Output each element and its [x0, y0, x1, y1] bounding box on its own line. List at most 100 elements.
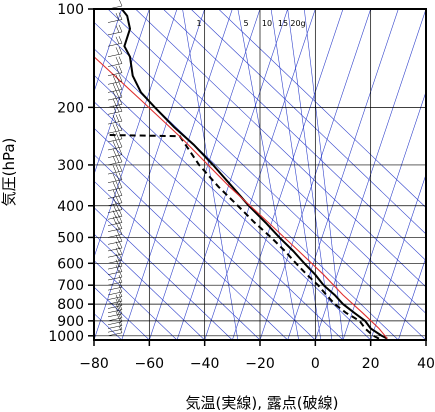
wind-barb	[107, 36, 123, 47]
wind-barb	[107, 221, 123, 232]
wind-barb-flag	[118, 221, 123, 229]
wind-barb	[107, 302, 123, 313]
wind-barb-flag	[112, 203, 117, 211]
wind-barb-flag	[118, 46, 123, 54]
wind-barb	[107, 202, 123, 213]
wind-barb	[107, 289, 123, 300]
wind-barb-staff	[107, 260, 123, 264]
wind-barb-staff	[107, 241, 123, 245]
wind-barb-flag	[115, 155, 120, 163]
wind-barb-staff	[107, 130, 123, 134]
mixing-ratio-label: 10	[262, 19, 272, 28]
wind-barb	[107, 24, 123, 36]
wind-barb	[107, 46, 123, 57]
wind-barb-flag	[112, 165, 117, 173]
wind-barb-flag	[118, 306, 123, 314]
dry-adiabat-line	[94, 233, 205, 340]
wind-barb-flag	[112, 196, 117, 205]
isotherm-line	[425, 339, 426, 340]
y-tick-label: 400	[57, 199, 84, 215]
wind-barb-flag	[115, 299, 120, 307]
isotherm-line	[94, 9, 178, 259]
temperature-line	[120, 9, 388, 340]
wind-barb-staff	[107, 313, 123, 318]
wind-barb	[107, 227, 123, 238]
dry-adiabat-line	[94, 260, 178, 340]
wind-barb-staff	[107, 281, 123, 286]
wind-barb-flag	[115, 90, 120, 98]
dry-adiabat-line	[162, 9, 426, 261]
wind-barb-staff	[107, 291, 123, 296]
wind-barb-flag	[118, 275, 123, 283]
wind-barb-staff	[107, 104, 123, 108]
wind-barb-staff	[107, 161, 123, 166]
mixing-ratio-label: 5	[243, 19, 248, 28]
wind-barb	[107, 294, 123, 305]
y-tick-label: 800	[57, 297, 84, 313]
wind-barb-staff	[107, 325, 123, 329]
x-tick-label: −80	[79, 356, 109, 372]
wind-barb	[107, 123, 123, 134]
wind-barb-flag	[118, 234, 123, 242]
wind-barb-flag	[118, 139, 123, 148]
isotherm-line	[287, 9, 399, 340]
wind-barb-staff	[107, 154, 123, 158]
wind-barb-flag	[118, 202, 123, 210]
y-tick-label: 500	[57, 230, 84, 246]
wind-barb-flag	[118, 172, 123, 180]
wind-barb-flag	[112, 91, 117, 99]
wind-barb-staff	[107, 81, 123, 85]
wind-barb-flag	[115, 234, 120, 243]
wind-barb-staff	[107, 286, 123, 291]
wind-barb-staff	[107, 309, 123, 313]
wind-barb	[107, 74, 123, 85]
wind-barb-flag	[118, 227, 123, 235]
wind-barb-staff	[107, 271, 123, 275]
wind-barb-flag	[118, 12, 123, 20]
wind-barb-staff	[107, 170, 123, 175]
wind-barb-flag	[118, 123, 123, 131]
mixing-ratio-label: 15	[278, 19, 288, 28]
isotherm-line	[398, 256, 426, 340]
y-tick-label: 200	[57, 100, 84, 116]
wind-barb	[107, 0, 123, 10]
wind-barb-flag	[115, 25, 120, 33]
wind-barb-flag	[118, 264, 123, 272]
wind-barb	[107, 269, 123, 281]
wind-barb-staff	[107, 317, 123, 322]
wind-barb-flag	[115, 164, 120, 172]
x-tick-label: 20	[362, 356, 380, 372]
wind-barb-staff	[107, 300, 123, 305]
wind-barb-flag	[112, 115, 117, 123]
wind-barb-flag	[118, 89, 123, 98]
wind-barb-flag	[115, 203, 120, 211]
wind-barb	[107, 12, 123, 23]
grid-lines	[93, 8, 427, 340]
dewpoint-line	[107, 134, 380, 340]
wind-barb-flag	[118, 302, 123, 310]
isotherm-line	[94, 9, 122, 93]
wind-barb-staff	[107, 89, 123, 93]
data-series	[94, 9, 388, 340]
wind-barb-flag	[115, 123, 120, 131]
dry-adiabat-line	[94, 21, 426, 340]
wind-barb-flag	[118, 195, 123, 203]
wind-barb-flag	[115, 148, 120, 156]
isotherm-line	[342, 90, 426, 340]
wind-barb	[107, 89, 123, 101]
wind-barb-flag	[112, 105, 117, 113]
mixing-ratio-labels: 1 5 10 15 20g	[196, 19, 305, 28]
wind-barb	[107, 163, 123, 175]
wind-barb-flag	[115, 303, 120, 311]
wind-barb-flag	[115, 82, 120, 91]
dry-adiabat-line	[94, 101, 344, 340]
wind-barb-flag	[118, 74, 123, 82]
wind-barb-staff	[107, 53, 123, 57]
wind-barb-staff	[107, 216, 123, 220]
x-tick-label: 40	[417, 356, 435, 372]
wind-barb-flag	[118, 97, 123, 105]
wind-barb-flag	[118, 280, 123, 288]
wind-barb	[107, 56, 123, 67]
mixing-ratio-line	[237, 9, 300, 340]
